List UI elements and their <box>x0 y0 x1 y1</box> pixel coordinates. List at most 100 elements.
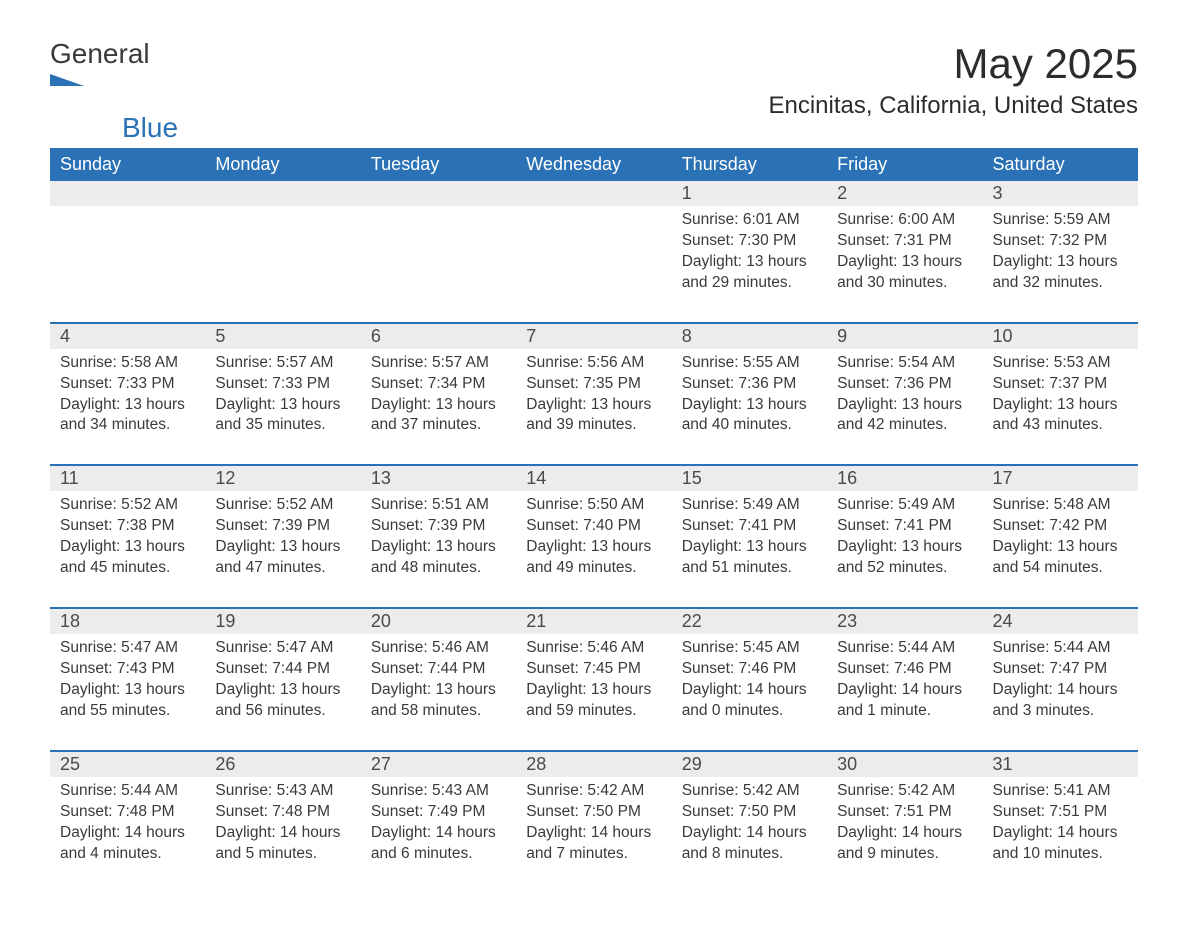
daylight-text-line2: and 7 minutes. <box>526 844 661 865</box>
logo-text-general: General <box>50 38 150 69</box>
sunset-text: Sunset: 7:41 PM <box>837 516 972 537</box>
day-detail-row: Sunrise: 6:01 AMSunset: 7:30 PMDaylight:… <box>50 206 1138 323</box>
day-detail-row: Sunrise: 5:58 AMSunset: 7:33 PMDaylight:… <box>50 349 1138 466</box>
daylight-text-line1: Daylight: 14 hours <box>993 823 1128 844</box>
day-detail-cell: Sunrise: 5:47 AMSunset: 7:44 PMDaylight:… <box>205 634 360 751</box>
day-number-cell: 31 <box>983 752 1138 777</box>
day-number-cell: 29 <box>672 752 827 777</box>
calendar-table: SundayMondayTuesdayWednesdayThursdayFrid… <box>50 148 1138 892</box>
day-of-week-header: Tuesday <box>361 148 516 181</box>
sunrise-text: Sunrise: 6:01 AM <box>682 210 817 231</box>
day-number-cell <box>516 181 671 206</box>
daylight-text-line1: Daylight: 13 hours <box>215 537 350 558</box>
daylight-text-line2: and 43 minutes. <box>993 415 1128 436</box>
sunrise-text: Sunrise: 5:42 AM <box>837 781 972 802</box>
day-detail-cell: Sunrise: 5:46 AMSunset: 7:44 PMDaylight:… <box>361 634 516 751</box>
sunrise-text: Sunrise: 5:54 AM <box>837 353 972 374</box>
day-of-week-header: Wednesday <box>516 148 671 181</box>
day-detail-cell: Sunrise: 5:42 AMSunset: 7:51 PMDaylight:… <box>827 777 982 893</box>
daylight-text-line1: Daylight: 13 hours <box>60 395 195 416</box>
sunset-text: Sunset: 7:32 PM <box>993 231 1128 252</box>
sunrise-text: Sunrise: 5:47 AM <box>215 638 350 659</box>
daylight-text-line2: and 47 minutes. <box>215 558 350 579</box>
sunset-text: Sunset: 7:35 PM <box>526 374 661 395</box>
day-detail-cell: Sunrise: 5:54 AMSunset: 7:36 PMDaylight:… <box>827 349 982 466</box>
daylight-text-line1: Daylight: 14 hours <box>837 680 972 701</box>
sunset-text: Sunset: 7:44 PM <box>371 659 506 680</box>
day-number-cell: 14 <box>516 466 671 491</box>
day-detail-cell: Sunrise: 5:44 AMSunset: 7:48 PMDaylight:… <box>50 777 205 893</box>
month-title: May 2025 <box>768 40 1138 88</box>
daylight-text-line2: and 32 minutes. <box>993 273 1128 294</box>
day-detail-cell: Sunrise: 6:01 AMSunset: 7:30 PMDaylight:… <box>672 206 827 323</box>
daylight-text-line2: and 8 minutes. <box>682 844 817 865</box>
sunrise-text: Sunrise: 5:56 AM <box>526 353 661 374</box>
daylight-text-line1: Daylight: 13 hours <box>371 395 506 416</box>
daylight-text-line1: Daylight: 13 hours <box>215 395 350 416</box>
day-number-cell: 3 <box>983 181 1138 206</box>
day-of-week-header: Thursday <box>672 148 827 181</box>
day-detail-cell: Sunrise: 5:55 AMSunset: 7:36 PMDaylight:… <box>672 349 827 466</box>
day-number-cell: 6 <box>361 324 516 349</box>
sunrise-text: Sunrise: 5:44 AM <box>837 638 972 659</box>
day-number-cell: 11 <box>50 466 205 491</box>
title-block: May 2025 Encinitas, California, United S… <box>768 40 1138 128</box>
sunrise-text: Sunrise: 5:44 AM <box>60 781 195 802</box>
sunrise-text: Sunrise: 5:52 AM <box>60 495 195 516</box>
sunrise-text: Sunrise: 5:55 AM <box>682 353 817 374</box>
sunset-text: Sunset: 7:51 PM <box>993 802 1128 823</box>
day-detail-cell: Sunrise: 5:43 AMSunset: 7:48 PMDaylight:… <box>205 777 360 893</box>
daylight-text-line2: and 54 minutes. <box>993 558 1128 579</box>
day-number-cell <box>205 181 360 206</box>
sunset-text: Sunset: 7:45 PM <box>526 659 661 680</box>
daylight-text-line1: Daylight: 13 hours <box>837 252 972 273</box>
day-number-cell: 23 <box>827 609 982 634</box>
day-number-cell: 26 <box>205 752 360 777</box>
sunrise-text: Sunrise: 5:43 AM <box>215 781 350 802</box>
day-number-cell <box>361 181 516 206</box>
sunrise-text: Sunrise: 5:48 AM <box>993 495 1128 516</box>
daylight-text-line1: Daylight: 14 hours <box>60 823 195 844</box>
sunset-text: Sunset: 7:46 PM <box>682 659 817 680</box>
day-number-cell: 1 <box>672 181 827 206</box>
sunrise-text: Sunrise: 5:42 AM <box>682 781 817 802</box>
day-number-row: 123 <box>50 181 1138 206</box>
day-number-cell: 7 <box>516 324 671 349</box>
sunset-text: Sunset: 7:37 PM <box>993 374 1128 395</box>
daylight-text-line1: Daylight: 13 hours <box>215 680 350 701</box>
daylight-text-line1: Daylight: 13 hours <box>682 537 817 558</box>
day-detail-cell: Sunrise: 5:57 AMSunset: 7:34 PMDaylight:… <box>361 349 516 466</box>
day-detail-cell: Sunrise: 5:42 AMSunset: 7:50 PMDaylight:… <box>516 777 671 893</box>
day-of-week-header: Saturday <box>983 148 1138 181</box>
day-number-cell: 8 <box>672 324 827 349</box>
daylight-text-line1: Daylight: 13 hours <box>682 252 817 273</box>
day-number-row: 45678910 <box>50 324 1138 349</box>
sunset-text: Sunset: 7:48 PM <box>60 802 195 823</box>
daylight-text-line2: and 49 minutes. <box>526 558 661 579</box>
day-detail-cell: Sunrise: 6:00 AMSunset: 7:31 PMDaylight:… <box>827 206 982 323</box>
day-detail-row: Sunrise: 5:47 AMSunset: 7:43 PMDaylight:… <box>50 634 1138 751</box>
day-number-cell: 16 <box>827 466 982 491</box>
daylight-text-line2: and 39 minutes. <box>526 415 661 436</box>
day-detail-cell <box>516 206 671 323</box>
day-number-cell: 21 <box>516 609 671 634</box>
daylight-text-line2: and 59 minutes. <box>526 701 661 722</box>
day-detail-cell: Sunrise: 5:41 AMSunset: 7:51 PMDaylight:… <box>983 777 1138 893</box>
day-number-cell: 12 <box>205 466 360 491</box>
daylight-text-line2: and 48 minutes. <box>371 558 506 579</box>
sunrise-text: Sunrise: 5:51 AM <box>371 495 506 516</box>
sunrise-text: Sunrise: 5:59 AM <box>993 210 1128 231</box>
daylight-text-line2: and 58 minutes. <box>371 701 506 722</box>
daylight-text-line2: and 0 minutes. <box>682 701 817 722</box>
sunset-text: Sunset: 7:36 PM <box>682 374 817 395</box>
sunrise-text: Sunrise: 5:46 AM <box>371 638 506 659</box>
day-detail-row: Sunrise: 5:52 AMSunset: 7:38 PMDaylight:… <box>50 491 1138 608</box>
daylight-text-line1: Daylight: 13 hours <box>371 680 506 701</box>
day-detail-cell <box>50 206 205 323</box>
day-detail-cell <box>205 206 360 323</box>
day-detail-cell: Sunrise: 5:59 AMSunset: 7:32 PMDaylight:… <box>983 206 1138 323</box>
daylight-text-line2: and 5 minutes. <box>215 844 350 865</box>
day-detail-cell: Sunrise: 5:49 AMSunset: 7:41 PMDaylight:… <box>672 491 827 608</box>
day-number-row: 18192021222324 <box>50 609 1138 634</box>
daylight-text-line2: and 10 minutes. <box>993 844 1128 865</box>
